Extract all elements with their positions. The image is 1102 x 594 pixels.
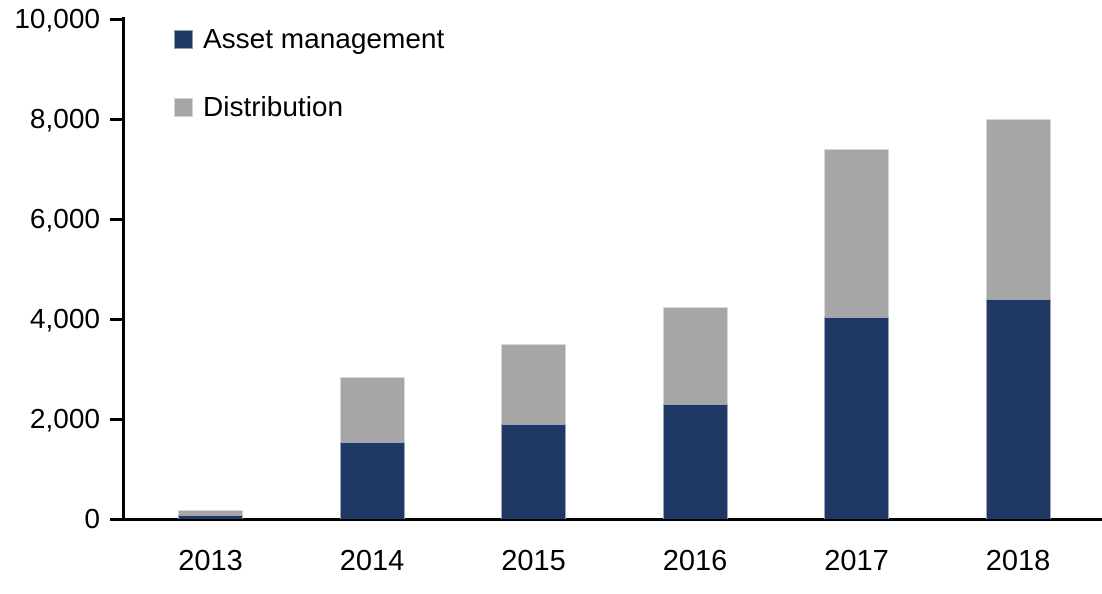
y-axis-tick-label: 10,000: [14, 3, 100, 34]
y-axis-tick-label: 2,000: [29, 403, 100, 434]
x-axis-label-2014: 2014: [339, 545, 405, 577]
bar-2017-asset-management: [824, 316, 889, 519]
bar-2018-asset-management: [985, 299, 1051, 519]
x-axis-label-2018: 2018: [985, 545, 1051, 577]
y-axis-tick-label: 6,000: [29, 203, 100, 234]
y-axis-tick: [110, 318, 124, 321]
x-axis-line: [110, 518, 1102, 521]
y-axis-line: [122, 17, 125, 521]
bar-2013-asset-management: [178, 515, 243, 519]
x-axis-label-2017: 2017: [824, 545, 889, 577]
legend: Asset management Distribution: [174, 23, 445, 163]
bar-2016-distribution: [662, 306, 728, 404]
bar-2014-asset-management: [339, 441, 405, 519]
y-axis-tick-label: 8,000: [29, 103, 100, 134]
bar-2015-distribution: [501, 344, 566, 424]
y-axis-tick-label: 4,000: [29, 303, 100, 334]
bar-2014-distribution: [339, 376, 405, 442]
legend-swatch-distribution: [174, 97, 193, 117]
legend-item-asset-management: Asset management: [174, 23, 445, 54]
legend-swatch-asset-management: [174, 29, 193, 49]
legend-label-asset-management: Asset management: [203, 23, 445, 54]
x-axis-label-2013: 2013: [178, 545, 243, 577]
y-axis-tick: [110, 518, 124, 521]
y-axis-tick-label: 0: [84, 503, 100, 534]
y-axis-tick: [110, 218, 124, 221]
y-axis-tick: [110, 118, 124, 121]
y-axis-tick: [110, 18, 124, 21]
bar-2016-asset-management: [662, 404, 728, 519]
x-axis-label-2016: 2016: [662, 545, 728, 577]
bar-2017-distribution: [824, 149, 889, 317]
x-axis-label-2015: 2015: [501, 545, 566, 577]
legend-label-distribution: Distribution: [203, 91, 344, 122]
bar-2018-distribution: [985, 119, 1051, 299]
bar-2013-distribution: [178, 510, 243, 516]
legend-item-distribution: Distribution: [174, 91, 444, 122]
bar-2015-asset-management: [501, 424, 566, 519]
y-axis-tick: [110, 418, 124, 421]
